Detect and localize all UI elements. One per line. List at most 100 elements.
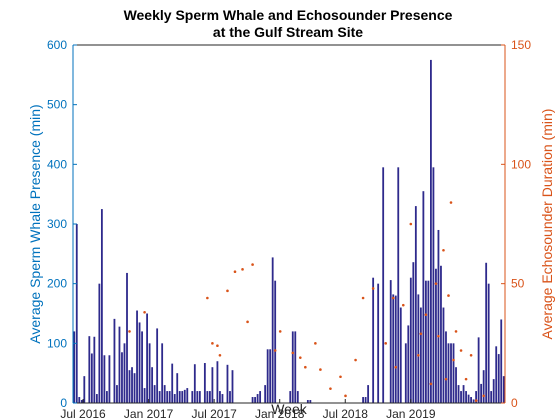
bar — [407, 325, 410, 403]
left-axis-ticks: 0 100 200 300 400 500 600 — [47, 38, 77, 410]
bar — [206, 391, 209, 403]
bar — [221, 394, 224, 403]
scatter-point — [444, 377, 448, 381]
bar — [455, 367, 457, 403]
scatter-point — [299, 356, 302, 359]
bar — [196, 391, 199, 403]
bar — [75, 224, 78, 403]
scatter-point — [424, 313, 428, 316]
left-tick-label: 300 — [47, 217, 67, 231]
bar — [73, 331, 76, 403]
bar — [467, 394, 470, 403]
bar — [372, 277, 375, 403]
x-tick-label: Jul 2016 — [60, 407, 106, 420]
bar — [382, 167, 385, 403]
scatter-point — [474, 399, 478, 402]
chart-title-line-2: at the Gulf Stream Site — [213, 24, 363, 40]
bar — [394, 295, 397, 403]
bar — [480, 383, 483, 403]
bar — [259, 391, 262, 403]
left-tick-label: 400 — [47, 157, 67, 171]
bar — [274, 280, 277, 403]
scatter-point — [429, 382, 433, 386]
bar — [113, 318, 116, 403]
scatter-point — [434, 282, 438, 285]
bar — [389, 280, 392, 403]
scatter-point — [319, 368, 322, 371]
plot-area — [73, 59, 505, 404]
bar — [457, 385, 460, 403]
scatter-point — [361, 296, 365, 300]
scatter-point — [278, 330, 282, 333]
bar — [397, 167, 400, 403]
scatter-point — [454, 330, 458, 333]
left-tick-label: 200 — [47, 277, 67, 291]
bar — [424, 280, 427, 403]
bar — [442, 307, 445, 403]
bar — [136, 310, 138, 403]
scatter-point — [241, 268, 244, 271]
bar — [294, 331, 297, 403]
bar — [450, 343, 452, 403]
bar — [219, 391, 221, 403]
bar — [497, 354, 500, 403]
bar — [430, 59, 432, 404]
y-axis-label-left: Average Sperm Whale Presence (min) — [27, 104, 43, 343]
scatter-point — [482, 394, 485, 398]
bar — [462, 385, 465, 403]
bar — [229, 391, 231, 403]
bar — [309, 400, 312, 403]
bar — [143, 388, 146, 403]
scatter-point — [329, 387, 332, 390]
scatter-point — [384, 342, 388, 345]
bar — [118, 326, 121, 403]
right-axis-ticks: 0 50 100 150 — [501, 38, 531, 410]
scatter-point — [459, 349, 463, 352]
scatter-point — [371, 287, 375, 290]
scatter-point — [291, 351, 295, 355]
chart-title-line-1: Weekly Sperm Whale and Echosounder Prese… — [124, 7, 453, 23]
bar — [231, 370, 234, 403]
scatter-point — [344, 394, 347, 398]
scatter-point — [128, 330, 131, 333]
bar — [103, 355, 106, 403]
bar — [123, 343, 126, 403]
scatter-point — [314, 342, 317, 345]
bar — [216, 361, 219, 403]
left-tick-label: 600 — [47, 38, 67, 52]
right-tick-label: 50 — [511, 277, 525, 291]
bar — [435, 268, 437, 403]
bar — [482, 370, 485, 403]
x-axis-label: Week — [271, 401, 308, 417]
bar — [176, 373, 179, 403]
bar — [502, 376, 505, 403]
bar — [211, 367, 214, 403]
bar — [203, 363, 206, 403]
bar — [492, 379, 495, 403]
bar — [495, 346, 498, 403]
bar — [181, 391, 184, 403]
bar — [296, 391, 299, 403]
bar — [100, 209, 103, 403]
right-tick-label: 100 — [511, 157, 531, 171]
bar — [362, 397, 364, 403]
bar — [88, 336, 91, 403]
scatter-point — [447, 294, 450, 297]
bar — [226, 364, 229, 403]
bar — [452, 343, 455, 403]
bar — [108, 355, 111, 403]
bar — [168, 391, 171, 403]
bar — [183, 389, 186, 403]
bar — [417, 294, 420, 403]
bar — [128, 370, 131, 403]
scatter-point — [233, 270, 237, 274]
x-tick-label: Jan 2018 — [255, 407, 305, 420]
scatter-point — [464, 377, 468, 381]
bar — [256, 394, 259, 403]
bar — [477, 337, 480, 403]
bar — [367, 385, 370, 403]
bar — [178, 391, 181, 403]
bar — [121, 352, 123, 403]
bar — [141, 331, 143, 403]
